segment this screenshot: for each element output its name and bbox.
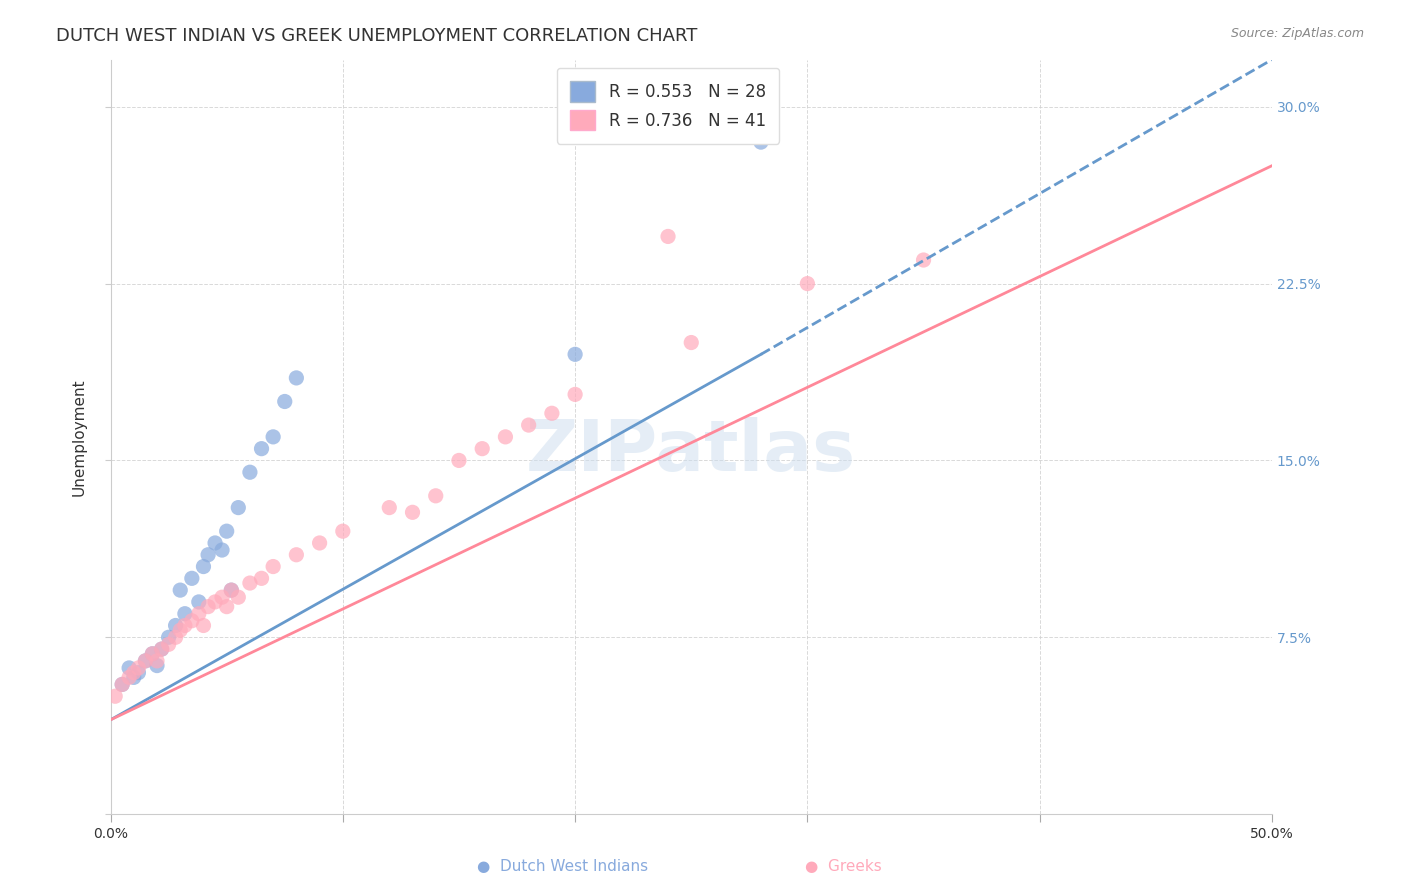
Point <box>180 614 202 628</box>
Point <box>262 430 284 444</box>
Point <box>187 595 209 609</box>
Point <box>378 500 401 515</box>
Point <box>657 229 679 244</box>
Point <box>226 500 249 515</box>
Point <box>157 630 180 644</box>
Point <box>239 576 262 591</box>
Point <box>332 524 354 538</box>
Legend: R = 0.553   N = 28, R = 0.736   N = 41: R = 0.553 N = 28, R = 0.736 N = 41 <box>557 68 779 144</box>
Point <box>226 591 249 605</box>
Point <box>517 418 540 433</box>
Point <box>215 599 238 614</box>
Point <box>193 559 215 574</box>
Point <box>471 442 494 456</box>
Point <box>250 442 273 456</box>
Point <box>193 618 215 632</box>
Point <box>749 135 772 149</box>
Point <box>681 335 703 350</box>
Point <box>204 536 226 550</box>
Point <box>169 583 191 598</box>
Point <box>221 583 243 598</box>
Point <box>118 661 141 675</box>
Point <box>796 277 818 291</box>
Point <box>447 453 470 467</box>
Point <box>239 465 262 479</box>
Point <box>285 548 308 562</box>
Point <box>122 670 145 684</box>
Point <box>285 371 308 385</box>
Point <box>165 618 187 632</box>
Point <box>197 599 219 614</box>
Point <box>118 670 141 684</box>
Text: ●  Greeks: ● Greeks <box>806 859 882 874</box>
Point <box>127 665 149 680</box>
Point <box>173 607 195 621</box>
Point <box>104 690 127 704</box>
Point <box>401 505 423 519</box>
Point <box>169 624 191 638</box>
Point <box>425 489 447 503</box>
Point <box>187 607 209 621</box>
Text: Source: ZipAtlas.com: Source: ZipAtlas.com <box>1230 27 1364 40</box>
Point <box>250 571 273 585</box>
Point <box>274 394 297 409</box>
Point <box>262 559 284 574</box>
Point <box>134 654 156 668</box>
Point <box>564 347 586 361</box>
Point <box>211 543 233 558</box>
Point <box>180 571 202 585</box>
Point <box>173 618 195 632</box>
Text: ●  Dutch West Indians: ● Dutch West Indians <box>477 859 648 874</box>
Point <box>127 661 149 675</box>
Point <box>146 654 169 668</box>
Point <box>494 430 516 444</box>
Point <box>165 630 187 644</box>
Point <box>157 637 180 651</box>
Point <box>111 677 134 691</box>
Text: ZIPatlas: ZIPatlas <box>526 417 856 486</box>
Point <box>541 406 564 420</box>
Point <box>111 677 134 691</box>
Y-axis label: Unemployment: Unemployment <box>72 378 86 496</box>
Point <box>150 642 173 657</box>
Point <box>211 591 233 605</box>
Point <box>308 536 330 550</box>
Text: DUTCH WEST INDIAN VS GREEK UNEMPLOYMENT CORRELATION CHART: DUTCH WEST INDIAN VS GREEK UNEMPLOYMENT … <box>56 27 697 45</box>
Point <box>141 647 163 661</box>
Point <box>141 647 163 661</box>
Point <box>564 387 586 401</box>
Point <box>912 253 935 268</box>
Point <box>134 654 156 668</box>
Point <box>146 658 169 673</box>
Point <box>215 524 238 538</box>
Point <box>221 583 243 598</box>
Point <box>150 642 173 657</box>
Point <box>122 665 145 680</box>
Point <box>204 595 226 609</box>
Point <box>197 548 219 562</box>
